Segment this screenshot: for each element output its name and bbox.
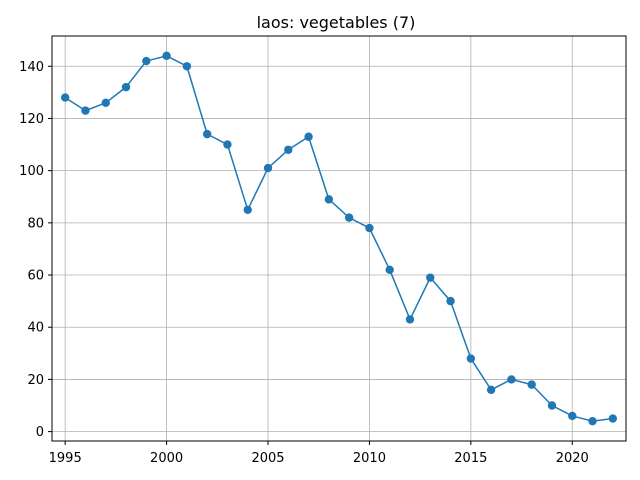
data-point [284, 145, 293, 154]
series-line [64, 55, 613, 422]
y-tick-label: 60 [27, 269, 44, 284]
x-tick-label: 1995 [49, 451, 82, 466]
data-point [202, 129, 212, 139]
chart-title: laos: vegetables (7) [257, 13, 416, 32]
data-point [162, 51, 171, 61]
plot-area-frame [51, 35, 627, 442]
y-tick-label: 20 [27, 373, 44, 388]
data-point [385, 265, 394, 275]
data-point [486, 385, 496, 395]
grid [52, 36, 626, 441]
y-tick-label: 120 [19, 112, 44, 127]
x-axis: 1995 2000 2005 2010 2015 2020 [49, 441, 589, 466]
data-point [608, 414, 618, 423]
data-point [101, 98, 110, 108]
data-point [365, 223, 374, 233]
series-layer [60, 51, 618, 426]
y-tick-label: 140 [19, 60, 44, 75]
data-point [60, 93, 70, 102]
data-point [527, 380, 536, 389]
data-point [81, 106, 90, 115]
data-point [446, 296, 455, 306]
y-tick-label: 40 [27, 321, 44, 336]
y-tick-label: 0 [36, 425, 44, 440]
data-point [223, 140, 232, 149]
data-point [182, 62, 192, 71]
y-tick-label: 100 [19, 164, 44, 179]
data-point [547, 401, 557, 410]
data-point [263, 163, 273, 173]
data-point [507, 375, 516, 384]
data-point [324, 195, 334, 204]
y-tick-label: 80 [27, 216, 44, 231]
x-tick-label: 2000 [150, 451, 183, 466]
data-point [121, 82, 131, 92]
x-tick-label: 2010 [353, 451, 386, 466]
x-tick-label: 2005 [251, 451, 284, 466]
data-point [304, 132, 313, 141]
data-point [142, 56, 151, 66]
x-tick-label: 2015 [454, 451, 487, 466]
data-point [568, 411, 577, 421]
data-point [466, 354, 476, 363]
x-tick-label: 2020 [556, 451, 589, 466]
data-point [344, 213, 354, 222]
y-axis: 0 20 40 60 80 100 120 140 [19, 60, 52, 440]
data-point [243, 205, 252, 214]
data-point [588, 416, 597, 426]
data-point [426, 273, 435, 282]
data-point [405, 315, 415, 324]
